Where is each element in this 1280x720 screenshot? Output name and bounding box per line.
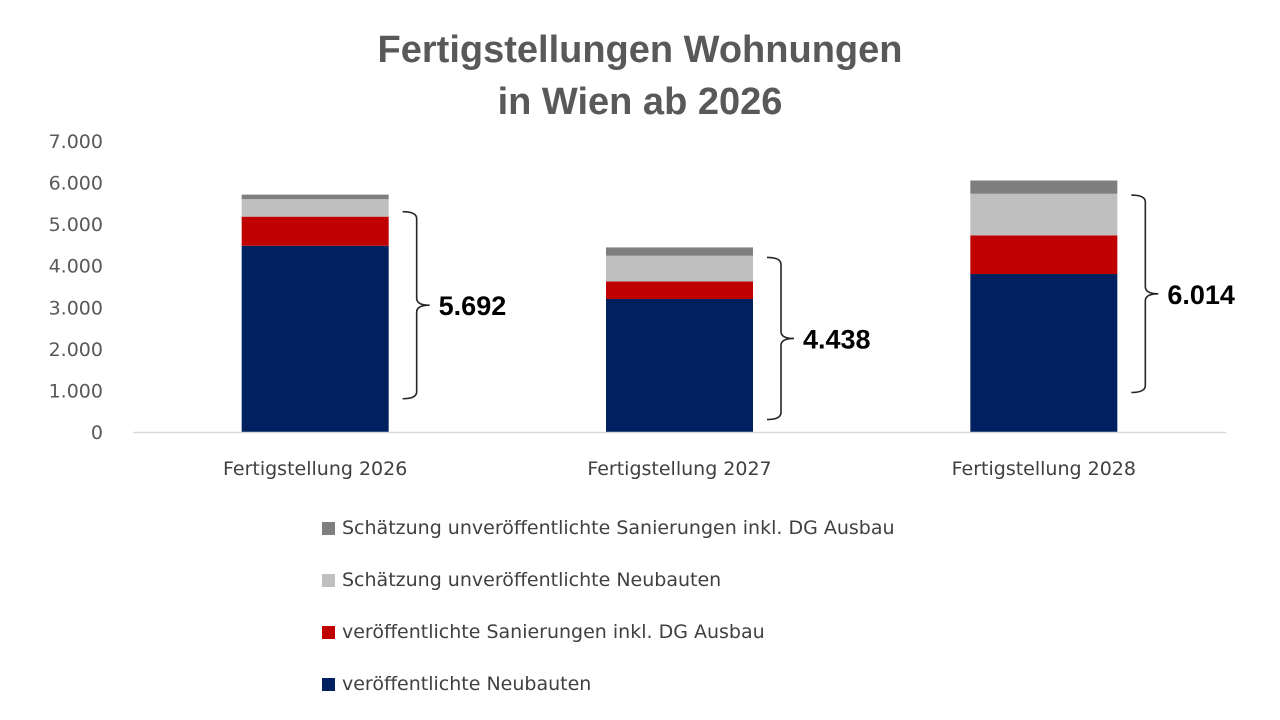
bar-segment-series-3-category-0 xyxy=(241,194,389,200)
bar-segment-series-3-category-2 xyxy=(970,180,1118,194)
bar-segment-series-1-category-2 xyxy=(970,235,1118,275)
bar-segment-series-0-category-1 xyxy=(606,298,753,432)
bar-segment-series-0-category-2 xyxy=(970,274,1118,432)
chart-title-line-1: Fertigstellungen Wohnungen xyxy=(378,29,903,71)
legend-label: veröffentlichte Neubauten xyxy=(342,673,591,695)
y-tick-label: 5.000 xyxy=(49,214,103,236)
legend-label: veröffentlichte Sanierungen inkl. DG Aus… xyxy=(342,621,765,643)
bar-segment-series-1-category-0 xyxy=(241,216,389,246)
bar-segment-series-0-category-0 xyxy=(241,245,389,432)
y-tick-label: 6.000 xyxy=(49,173,103,195)
x-tick-label: Fertigstellung 2027 xyxy=(587,458,771,480)
bar-segment-series-2-category-1 xyxy=(606,255,753,282)
total-brace xyxy=(402,210,430,400)
legend-swatch xyxy=(322,574,335,587)
bar-segment-series-1-category-1 xyxy=(606,281,753,299)
total-brace xyxy=(1131,194,1159,394)
y-tick-label: 0 xyxy=(91,422,103,444)
chart-title-line-2: in Wien ab 2026 xyxy=(498,81,783,123)
y-axis: 0 1.000 2.000 3.000 4.000 5.000 6.000 7.000 xyxy=(49,131,103,444)
x-tick-label: Fertigstellung 2026 xyxy=(223,458,407,480)
bar-segment-series-2-category-0 xyxy=(241,199,389,217)
y-tick-label: 3.000 xyxy=(49,297,103,319)
legend-swatch xyxy=(322,626,335,639)
legend-label: Schätzung unveröffentlichte Sanierungen … xyxy=(342,517,895,539)
legend: Schätzung unveröffentlichte Sanierungen … xyxy=(322,517,895,695)
y-tick-label: 4.000 xyxy=(49,256,103,278)
y-tick-label: 7.000 xyxy=(49,131,103,153)
total-brace xyxy=(766,256,795,421)
total-label: 4.438 xyxy=(803,324,871,354)
bars xyxy=(241,180,1118,432)
bar-segment-series-2-category-2 xyxy=(970,193,1118,236)
legend-label: Schätzung unveröffentlichte Neubauten xyxy=(342,569,721,591)
legend-swatch xyxy=(322,678,335,691)
bar-segment-series-3-category-1 xyxy=(606,247,753,256)
total-label: 5.692 xyxy=(439,291,507,321)
legend-swatch xyxy=(322,522,335,535)
x-tick-label: Fertigstellung 2028 xyxy=(952,458,1136,480)
y-tick-label: 2.000 xyxy=(49,339,103,361)
total-annotations: 5.692 4.438 6.014 xyxy=(402,194,1235,421)
x-axis: Fertigstellung 2026 Fertigstellung 2027 Fe… xyxy=(223,458,1136,480)
y-tick-label: 1.000 xyxy=(49,380,103,402)
total-label: 6.014 xyxy=(1167,280,1235,310)
